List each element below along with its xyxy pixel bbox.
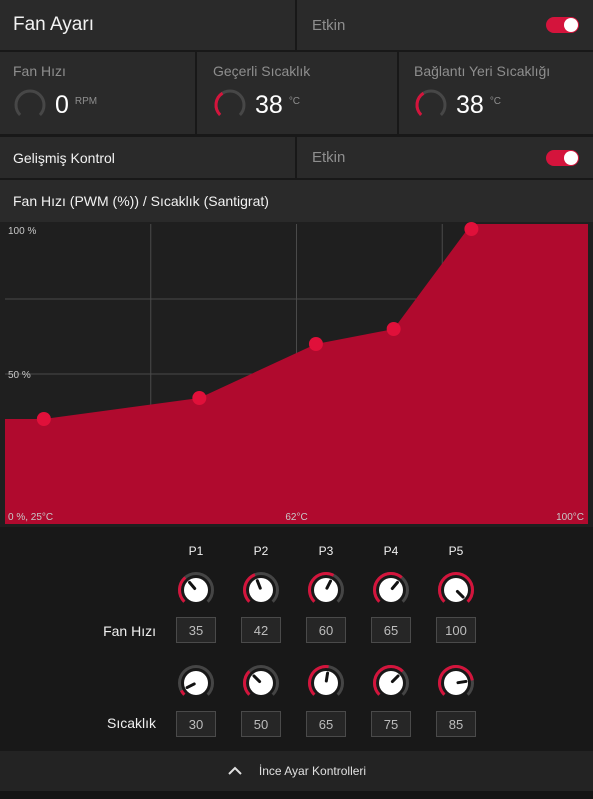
fan-curve-area (5, 224, 588, 524)
fan-speed-input-p1[interactable]: 35 (176, 617, 216, 643)
stat-unit: °C (288, 95, 301, 107)
chart-title-bar: Fan Hızı (PWM (%)) / Sıcaklık (Santigrat… (0, 180, 593, 222)
fan-speed-knob-p3[interactable] (307, 571, 345, 609)
fan-speed-input-p2[interactable]: 42 (241, 617, 281, 643)
fan-speed-input-p4[interactable]: 65 (371, 617, 411, 643)
temperature-knob-p2[interactable] (242, 664, 280, 702)
temperature-knob-p4[interactable] (372, 664, 410, 702)
x-tick-label: 0 %, 25°C (8, 512, 53, 523)
fan-settings-header: Fan Ayarı Etkin (0, 0, 593, 50)
curve-point-p2[interactable] (192, 391, 207, 405)
fan-speed-knob-p2[interactable] (242, 571, 280, 609)
page-title: Fan Ayarı (13, 14, 94, 35)
gauge-icon (14, 89, 46, 116)
fan-speed-input-p5[interactable]: 100 (436, 617, 476, 643)
curve-point-p4[interactable] (386, 322, 401, 336)
point-header-p2: P2 (253, 544, 269, 558)
stat-value: 0 (55, 90, 69, 119)
point-header-p3: P3 (318, 544, 334, 558)
fine-tune-controls-button[interactable]: İnce Ayar Kontrolleri (0, 751, 593, 791)
stat-junction-temperature: Bağlantı Yeri Sıcaklığı 38 °C (399, 52, 593, 134)
stat-fan-speed: Fan Hızı 0 RPM (0, 52, 195, 134)
point-header-p5: P5 (448, 544, 464, 558)
temperature-input-p3[interactable]: 65 (306, 711, 346, 737)
chart-title: Fan Hızı (PWM (%)) / Sıcaklık (Santigrat… (13, 193, 269, 209)
temperature-input-p2[interactable]: 50 (241, 711, 281, 737)
fan-speed-row-label: Fan Hızı (103, 623, 156, 639)
advanced-control-row: Gelişmiş Kontrol Etkin (0, 137, 593, 178)
x-tick-label: 62°C (285, 512, 307, 523)
fan-enabled-cell: Etkin (297, 0, 593, 50)
x-tick-label: 100°C (556, 512, 584, 523)
point-header-p1: P1 (188, 544, 204, 558)
advanced-enabled-cell: Etkin (297, 137, 593, 178)
fan-enabled-toggle[interactable] (546, 17, 579, 33)
gauge-icon (214, 89, 246, 116)
curve-point-p1[interactable] (36, 412, 51, 426)
stat-label: Fan Hızı (13, 63, 66, 79)
fan-settings-title-cell: Fan Ayarı (0, 0, 295, 50)
fine-tune-controls-label: İnce Ayar Kontrolleri (258, 764, 367, 778)
stat-value: 38 (255, 90, 283, 119)
stat-value: 38 (456, 90, 484, 119)
stat-label: Geçerli Sıcaklık (213, 63, 311, 79)
gauge-icon (415, 89, 447, 116)
advanced-enabled-label: Etkin (312, 149, 346, 166)
y-tick-label: 50 % (8, 370, 31, 381)
curve-point-p5[interactable] (464, 222, 479, 236)
temperature-knob-p1[interactable] (177, 664, 215, 702)
curve-point-p3[interactable] (308, 337, 323, 351)
point-controls: P1 P2 P3 P4 P5 35 42 60 65 100 30 50 65 75 85 Fan Hızı S… (0, 527, 593, 750)
fan-speed-knob-p1[interactable] (177, 571, 215, 609)
temperature-input-p4[interactable]: 75 (371, 711, 411, 737)
temperature-knob-p5[interactable] (437, 664, 475, 702)
temperature-row-label: Sıcaklık (106, 715, 156, 731)
advanced-enabled-toggle[interactable] (546, 149, 579, 166)
temperature-input-p5[interactable]: 85 (436, 711, 476, 737)
stat-label: Bağlantı Yeri Sıcaklığı (414, 63, 551, 79)
fan-curve-chart[interactable]: 100 % 50 % 0 %, 25°C 62°C 100°C (0, 222, 593, 527)
fan-speed-input-p3[interactable]: 60 (306, 617, 346, 643)
fan-curve-svg[interactable]: 100 % 50 % 0 %, 25°C 62°C 100°C (0, 222, 593, 527)
temperature-input-p1[interactable]: 30 (176, 711, 216, 737)
stats-row: Fan Hızı 0 RPM Geçerli Sıcaklık 38 °C Ba… (0, 52, 593, 134)
point-header-p4: P4 (383, 544, 399, 558)
bottom-strip (0, 791, 593, 799)
temperature-knob-p3[interactable] (307, 664, 345, 702)
advanced-control-title: Gelişmiş Kontrol (13, 149, 115, 166)
y-tick-label: 100 % (8, 226, 36, 237)
stat-current-temperature: Geçerli Sıcaklık 38 °C (197, 52, 397, 134)
fan-speed-knob-p5[interactable] (437, 571, 475, 609)
fan-enabled-label: Etkin (312, 16, 346, 34)
stat-unit: °C (489, 95, 502, 107)
chevron-up-icon (228, 766, 242, 775)
advanced-control-title-cell: Gelişmiş Kontrol (0, 137, 295, 178)
stat-unit: RPM (74, 95, 98, 107)
fan-speed-knob-p4[interactable] (372, 571, 410, 609)
